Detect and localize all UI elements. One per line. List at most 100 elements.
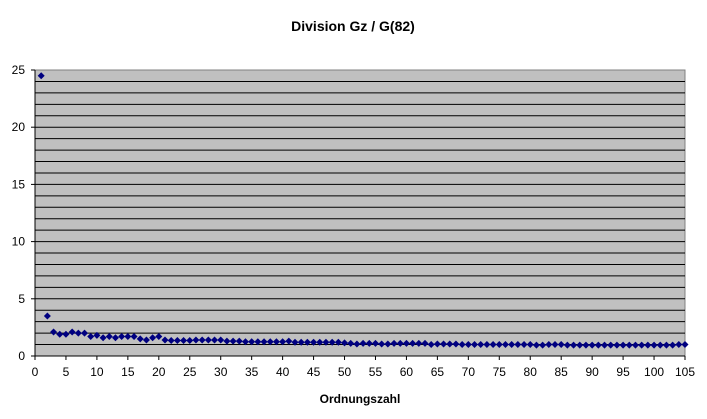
- data-point: [508, 341, 516, 349]
- data-point: [155, 333, 163, 341]
- data-point: [440, 340, 448, 348]
- data-point: [638, 341, 646, 349]
- x-tick-label: 0: [32, 365, 39, 379]
- data-point: [217, 336, 225, 344]
- data-point: [378, 340, 386, 348]
- x-tick-label: 85: [555, 365, 569, 379]
- data-point: [390, 339, 398, 347]
- data-point: [545, 341, 553, 349]
- data-point: [446, 340, 454, 348]
- data-point: [662, 341, 670, 349]
- x-tick-label: 20: [152, 365, 166, 379]
- data-point: [186, 337, 194, 345]
- y-tick-label: 10: [12, 235, 26, 249]
- data-point: [124, 333, 132, 341]
- data-point: [198, 336, 206, 344]
- data-point: [427, 341, 435, 349]
- y-tick-label: 15: [12, 177, 26, 191]
- data-point: [341, 339, 349, 347]
- data-point: [619, 341, 627, 349]
- data-point: [359, 339, 367, 347]
- data-point: [613, 341, 621, 349]
- data-point: [644, 341, 652, 349]
- data-point: [167, 337, 175, 345]
- data-point: [371, 339, 379, 347]
- data-point: [334, 338, 342, 346]
- x-tick-label: 35: [245, 365, 259, 379]
- data-point: [594, 341, 602, 349]
- data-point: [551, 341, 559, 349]
- x-axis-label: Ordnungszahl: [320, 392, 401, 406]
- data-point: [211, 336, 219, 344]
- data-point: [650, 341, 658, 349]
- data-point: [489, 341, 497, 349]
- data-point: [235, 337, 243, 345]
- data-point: [149, 334, 157, 342]
- x-tick-label: 75: [493, 365, 507, 379]
- data-point: [384, 340, 392, 348]
- x-tick-label: 65: [431, 365, 445, 379]
- data-point: [322, 338, 330, 346]
- data-point: [279, 338, 287, 346]
- y-tick-label: 25: [12, 63, 26, 77]
- data-point: [409, 339, 417, 347]
- data-point: [248, 338, 256, 346]
- data-point: [563, 341, 571, 349]
- data-point: [570, 341, 578, 349]
- data-point: [62, 330, 70, 338]
- data-point: [681, 341, 689, 349]
- data-point: [223, 337, 231, 345]
- data-point: [458, 341, 466, 349]
- gridlines: [35, 80, 685, 346]
- y-tick-label: 20: [12, 120, 26, 134]
- data-point: [464, 341, 472, 349]
- data-point: [37, 72, 45, 80]
- x-tick-label: 55: [369, 365, 383, 379]
- x-tick-label: 50: [338, 365, 352, 379]
- data-point: [656, 341, 664, 349]
- data-point: [452, 340, 460, 348]
- data-point: [297, 338, 305, 346]
- y-tick-label: 5: [18, 292, 25, 306]
- data-point: [421, 339, 429, 347]
- x-tick-label: 10: [90, 365, 104, 379]
- data-point: [272, 338, 280, 346]
- data-point: [477, 341, 485, 349]
- x-tick-label: 60: [400, 365, 414, 379]
- data-point: [588, 341, 596, 349]
- x-tick-label: 105: [675, 365, 695, 379]
- data-points: [37, 72, 689, 349]
- data-point: [539, 341, 547, 349]
- x-tick-label: 95: [616, 365, 630, 379]
- x-tick-label: 40: [276, 365, 290, 379]
- data-point: [136, 335, 144, 343]
- data-point: [204, 336, 212, 344]
- x-tick-label: 15: [121, 365, 135, 379]
- data-point: [310, 338, 318, 346]
- data-point: [81, 329, 89, 337]
- data-point: [495, 341, 503, 349]
- data-point: [557, 341, 565, 349]
- chart-title: Division Gz / G(82): [291, 18, 415, 34]
- data-point: [601, 341, 609, 349]
- data-point: [303, 338, 311, 346]
- data-point: [607, 341, 615, 349]
- data-point: [576, 341, 584, 349]
- data-point: [483, 341, 491, 349]
- data-point: [142, 336, 150, 344]
- data-point: [43, 312, 51, 320]
- data-point: [241, 338, 249, 346]
- data-point: [433, 340, 441, 348]
- plot-area: [34, 69, 686, 357]
- data-point: [254, 338, 262, 346]
- data-point: [50, 328, 58, 336]
- x-axis-ticks: 0 5 10 15 20 25 30 35 40 45 50 55 60 65 70 75 80 85 90 95 10…: [32, 356, 695, 379]
- data-point: [532, 341, 540, 349]
- data-point: [316, 338, 324, 346]
- data-point: [675, 341, 683, 349]
- data-point: [471, 341, 479, 349]
- data-point: [118, 333, 126, 341]
- data-point: [260, 338, 268, 346]
- x-tick-label: 5: [63, 365, 70, 379]
